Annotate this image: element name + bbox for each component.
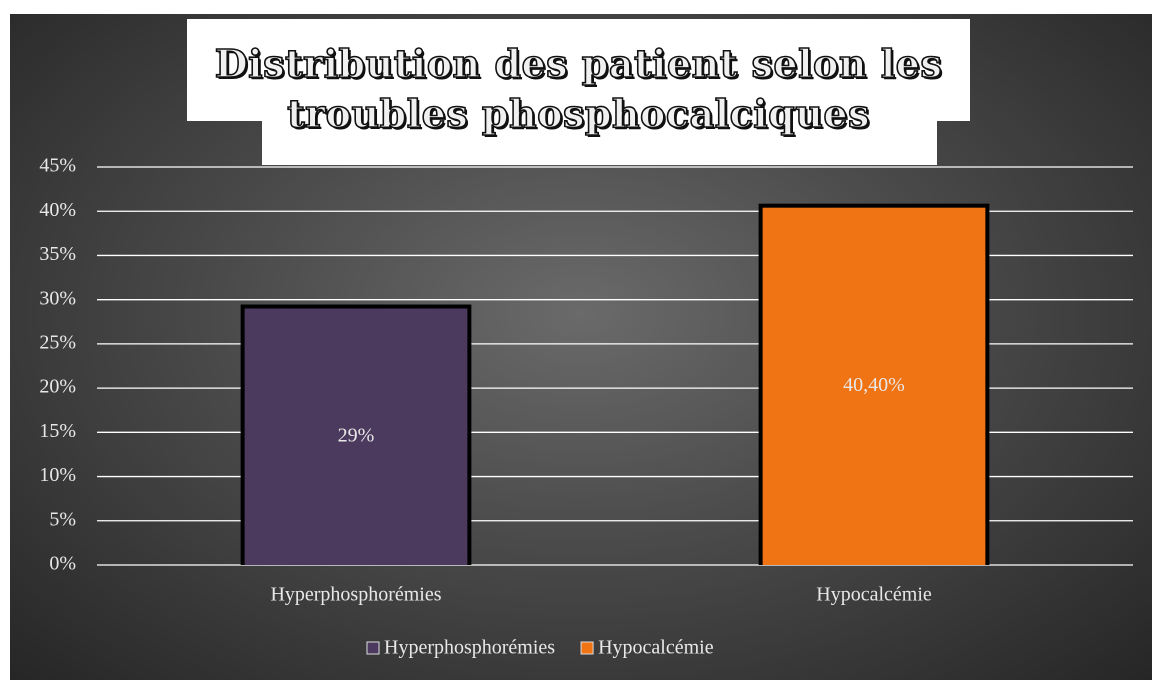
y-tick-label: 0% <box>49 553 76 575</box>
x-tick-label: Hyperphosphorémies <box>270 584 441 606</box>
legend-label: Hypocalcémie <box>598 637 714 659</box>
data-label: 29% <box>338 424 375 446</box>
y-tick-label: 40% <box>39 199 76 221</box>
y-tick-label: 15% <box>39 420 76 442</box>
y-tick-label: 35% <box>39 243 76 265</box>
y-tick-label: 20% <box>39 376 76 398</box>
x-tick-label: Hypocalcémie <box>816 584 932 606</box>
chart-title: Distribution des patient selon les troub… <box>214 40 943 137</box>
legend-label: Hyperphosphorémies <box>384 637 555 659</box>
y-tick-label: 25% <box>39 331 76 353</box>
data-label: 40,40% <box>843 374 905 396</box>
legend-swatch <box>580 641 594 655</box>
legend-swatch <box>366 641 380 655</box>
bar <box>244 308 468 565</box>
y-tick-label: 45% <box>39 155 76 177</box>
title-background <box>187 19 970 121</box>
title-background <box>262 119 937 165</box>
y-tick-label: 30% <box>39 287 76 309</box>
y-tick-label: 10% <box>39 464 76 486</box>
title-box: Distribution des patient selon les troub… <box>187 19 970 165</box>
bar <box>762 207 986 565</box>
y-tick-label: 5% <box>49 508 76 530</box>
